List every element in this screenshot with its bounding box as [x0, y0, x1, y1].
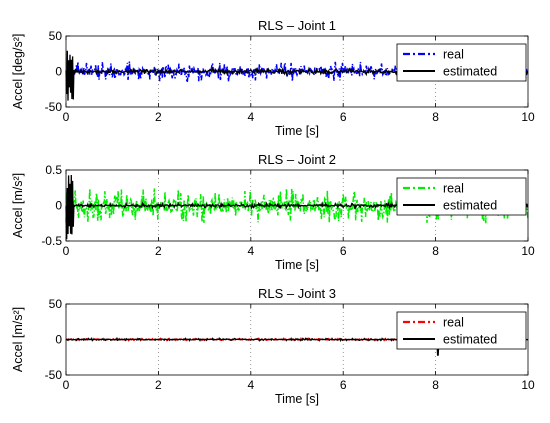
- x-tick-label: 2: [155, 378, 162, 392]
- y-tick-label: -0.5: [41, 234, 62, 248]
- x-axis-label: Time [s]: [275, 258, 319, 272]
- legend-box: [396, 43, 527, 82]
- y-tick-label: 0.5: [45, 163, 62, 177]
- x-tick-label: 8: [432, 378, 439, 392]
- y-axis-label: Accel [m/s²]: [11, 307, 25, 372]
- legend-label: real: [443, 316, 464, 330]
- y-tick-label: 50: [49, 29, 63, 43]
- x-tick-label: 6: [340, 244, 347, 258]
- x-tick-label: 6: [340, 378, 347, 392]
- x-tick-label: 6: [340, 110, 347, 124]
- x-tick-label: 0: [63, 110, 70, 124]
- legend-label: estimated: [443, 199, 497, 213]
- legend-box: [396, 177, 527, 216]
- y-tick-label: -50: [45, 100, 63, 114]
- x-tick-label: 2: [155, 244, 162, 258]
- legend: real estimated: [396, 43, 527, 82]
- chart-title: RLS – Joint 3: [258, 286, 336, 301]
- y-tick-label: 50: [49, 297, 63, 311]
- y-axis-label: Accel [m/s²]: [11, 173, 25, 238]
- y-axis-label: Accel [deg/s²]: [11, 34, 25, 110]
- x-tick-label: 2: [155, 110, 162, 124]
- legend-label: estimated: [443, 333, 497, 347]
- x-tick-label: 8: [432, 244, 439, 258]
- x-tick-label: 4: [247, 378, 254, 392]
- y-tick-label: -50: [45, 368, 63, 382]
- x-tick-label: 0: [63, 244, 70, 258]
- legend-label: real: [443, 182, 464, 196]
- legend: real estimated: [396, 311, 527, 350]
- y-tick-label: 0: [55, 199, 62, 213]
- legend-label: real: [443, 48, 464, 62]
- x-tick-label: 4: [247, 244, 254, 258]
- legend-label: estimated: [443, 65, 497, 79]
- x-tick-label: 4: [247, 110, 254, 124]
- x-tick-label: 10: [521, 110, 535, 124]
- legend: real estimated: [396, 177, 527, 216]
- x-tick-label: 10: [521, 378, 535, 392]
- series-real: [65, 187, 529, 224]
- x-axis-label: Time [s]: [275, 392, 319, 406]
- x-tick-label: 8: [432, 110, 439, 124]
- x-axis-label: Time [s]: [275, 124, 319, 138]
- y-tick-label: 0: [55, 65, 62, 79]
- chart-title: RLS – Joint 2: [258, 152, 336, 167]
- x-tick-label: 0: [63, 378, 70, 392]
- x-tick-label: 10: [521, 244, 535, 258]
- legend-box: [396, 311, 527, 350]
- y-tick-label: 0: [55, 333, 62, 347]
- chart-title: RLS – Joint 1: [258, 18, 336, 33]
